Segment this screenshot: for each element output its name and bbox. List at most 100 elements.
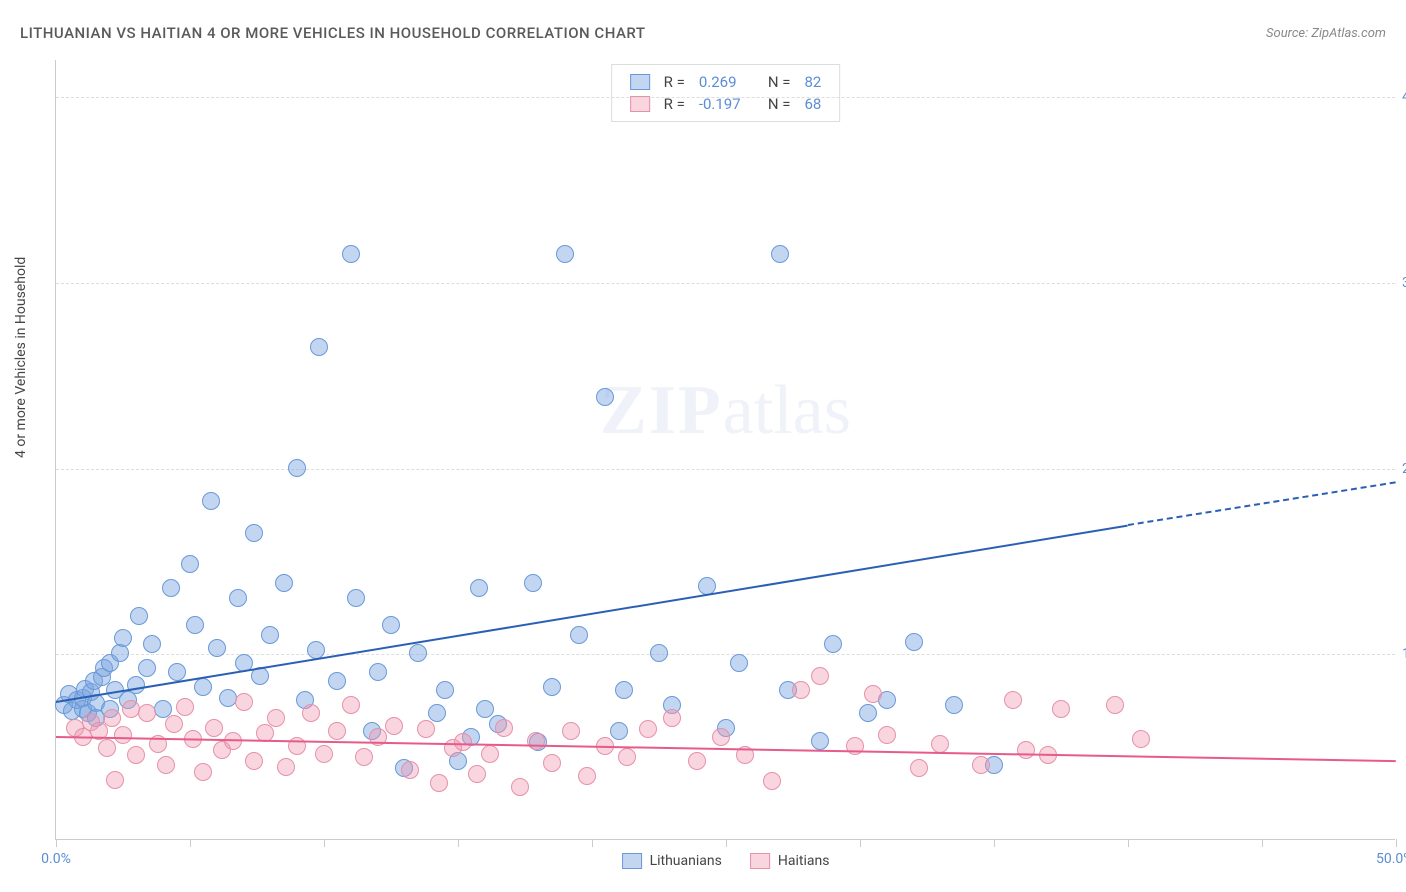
data-point <box>168 663 186 681</box>
data-point <box>730 654 748 672</box>
data-point <box>157 756 175 774</box>
data-point <box>302 704 320 722</box>
chart-area: 4 or more Vehicles in Household ZIPatlas… <box>55 60 1395 840</box>
data-point <box>127 676 145 694</box>
x-tick <box>458 839 459 847</box>
y-axis-label: 4 or more Vehicles in Household <box>13 256 29 457</box>
y-tick-label: 30.0% <box>1402 275 1406 291</box>
data-point <box>315 745 333 763</box>
watermark-sub: atlas <box>723 372 851 449</box>
data-point <box>1017 741 1035 759</box>
data-point <box>165 715 183 733</box>
data-point <box>114 726 132 744</box>
grid-line <box>56 97 1395 98</box>
legend-series-item: Haitians <box>750 853 830 869</box>
data-point <box>610 722 628 740</box>
data-point <box>1004 691 1022 709</box>
data-point <box>235 693 253 711</box>
data-point <box>385 717 403 735</box>
data-point <box>369 663 387 681</box>
r-value: 0.269 <box>699 73 754 91</box>
data-point <box>194 763 212 781</box>
y-tick-label: 40.0% <box>1402 89 1406 105</box>
legend-swatch <box>630 96 650 112</box>
legend-series-label: Lithuanians <box>650 853 722 869</box>
data-point <box>162 579 180 597</box>
x-tick <box>1396 839 1397 847</box>
legend-stats: R =0.269N =82R =-0.197N =68 <box>611 64 841 122</box>
data-point <box>556 245 574 263</box>
watermark: ZIPatlas <box>600 371 851 451</box>
data-point <box>945 696 963 714</box>
data-point <box>122 700 140 718</box>
legend-series-label: Haitians <box>778 853 830 869</box>
data-point <box>245 752 263 770</box>
data-point <box>1106 696 1124 714</box>
x-tick <box>994 839 995 847</box>
r-label: R = <box>664 73 685 91</box>
chart-source: Source: ZipAtlas.com <box>1266 26 1386 41</box>
legend-series: Lithuanians Haitians <box>622 853 830 869</box>
data-point <box>639 720 657 738</box>
data-point <box>688 752 706 770</box>
data-point <box>527 732 545 750</box>
data-point <box>931 735 949 753</box>
data-point <box>328 672 346 690</box>
data-point <box>1132 730 1150 748</box>
data-point <box>562 722 580 740</box>
x-tick-label: 50.0% <box>1376 851 1406 867</box>
data-point <box>578 767 596 785</box>
legend-stat-row: R = 0.269 N = 82 <box>630 71 822 93</box>
data-point <box>114 629 132 647</box>
x-tick <box>860 839 861 847</box>
data-point <box>430 774 448 792</box>
data-point <box>130 607 148 625</box>
data-point <box>470 579 488 597</box>
trend-line <box>56 524 1128 702</box>
data-point <box>138 704 156 722</box>
data-point <box>138 659 156 677</box>
data-point <box>663 709 681 727</box>
data-point <box>428 704 446 722</box>
x-tick <box>726 839 727 847</box>
data-point <box>106 771 124 789</box>
x-tick <box>190 839 191 847</box>
data-point <box>1052 700 1070 718</box>
data-point <box>275 574 293 592</box>
data-point <box>401 761 419 779</box>
data-point <box>307 641 325 659</box>
n-value: 82 <box>804 73 821 91</box>
data-point <box>436 681 454 699</box>
x-tick <box>592 839 593 847</box>
data-point <box>618 748 636 766</box>
data-point <box>310 338 328 356</box>
data-point <box>905 633 923 651</box>
data-point <box>811 732 829 750</box>
data-point <box>596 388 614 406</box>
data-point <box>543 678 561 696</box>
grid-line <box>56 469 1395 470</box>
data-point <box>245 524 263 542</box>
data-point <box>481 745 499 763</box>
legend-series-item: Lithuanians <box>622 853 722 869</box>
data-point <box>712 728 730 746</box>
data-point <box>570 626 588 644</box>
data-point <box>468 765 486 783</box>
y-tick-label: 10.0% <box>1402 646 1406 662</box>
data-point <box>524 574 542 592</box>
data-point <box>277 758 295 776</box>
legend-swatch <box>622 853 642 869</box>
grid-line <box>56 654 1395 655</box>
data-point <box>650 644 668 662</box>
data-point <box>103 709 121 727</box>
watermark-main: ZIP <box>600 372 723 449</box>
data-point <box>763 772 781 790</box>
data-point <box>288 459 306 477</box>
data-point <box>143 635 161 653</box>
data-point <box>511 778 529 796</box>
data-point <box>615 681 633 699</box>
data-point <box>792 681 810 699</box>
data-point <box>328 722 346 740</box>
n-label: N = <box>768 73 791 91</box>
grid-line <box>56 283 1395 284</box>
